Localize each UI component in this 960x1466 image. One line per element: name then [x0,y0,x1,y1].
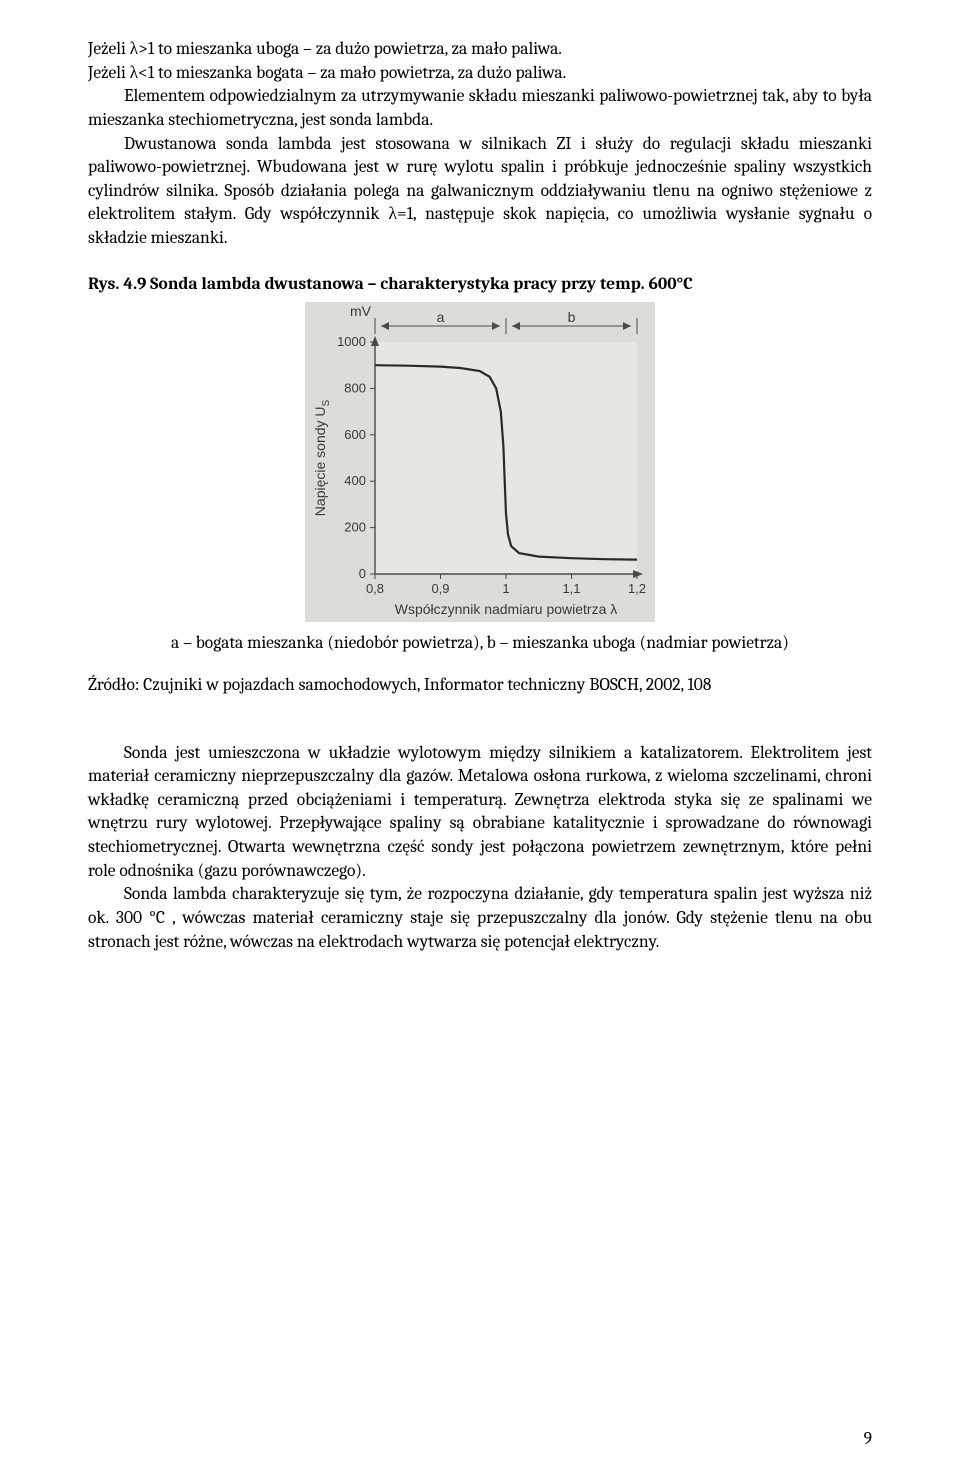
svg-text:a: a [437,309,445,325]
page-number: 9 [864,1428,872,1452]
paragraph-sonda-umieszczona: Sonda jest umieszczona w układzie wyloto… [88,742,872,884]
svg-text:1,2: 1,2 [628,581,646,596]
svg-text:800: 800 [344,381,366,396]
svg-text:600: 600 [344,427,366,442]
svg-text:400: 400 [344,473,366,488]
svg-text:200: 200 [344,520,366,535]
svg-text:1000: 1000 [337,334,366,349]
chart-legend-ab: a – bogata mieszanka (niedobór powietrza… [88,632,872,656]
figure-caption: Rys. 4.9 Sonda lambda dwustanowa – chara… [88,273,872,297]
svg-text:0,8: 0,8 [366,581,384,596]
source-line: Źródło: Czujniki w pojazdach samochodowy… [88,674,872,698]
svg-text:1,1: 1,1 [562,581,580,596]
paragraph-lambda-gt1: Jeżeli λ>1 to mieszanka uboga – za dużo … [88,38,872,62]
svg-text:0: 0 [359,566,366,581]
paragraph-dwustanowa: Dwustanowa sonda lambda jest stosowana w… [88,133,872,251]
paragraph-element: Elementem odpowiedzialnym za utrzymywani… [88,85,872,132]
paragraph-sonda-charakteryzuje: Sonda lambda charakteryzuje się tym, że … [88,883,872,954]
svg-text:0,9: 0,9 [431,581,449,596]
paragraph-lambda-lt1: Jeżeli λ<1 to mieszanka bogata – za mało… [88,62,872,86]
svg-text:Współczynnik nadmiaru powietrz: Współczynnik nadmiaru powietrza λ [395,601,618,617]
lambda-chart: a b mV 0 200 400 600 800 1000 0,8 0,9 1 1,1 1,2 Współc… [305,302,655,622]
svg-text:b: b [568,309,576,325]
svg-text:1: 1 [502,581,509,596]
chart-container: a b mV 0 200 400 600 800 1000 0,8 0,9 1 1,1 1,2 Współc… [88,302,872,622]
svg-text:mV: mV [350,303,372,319]
